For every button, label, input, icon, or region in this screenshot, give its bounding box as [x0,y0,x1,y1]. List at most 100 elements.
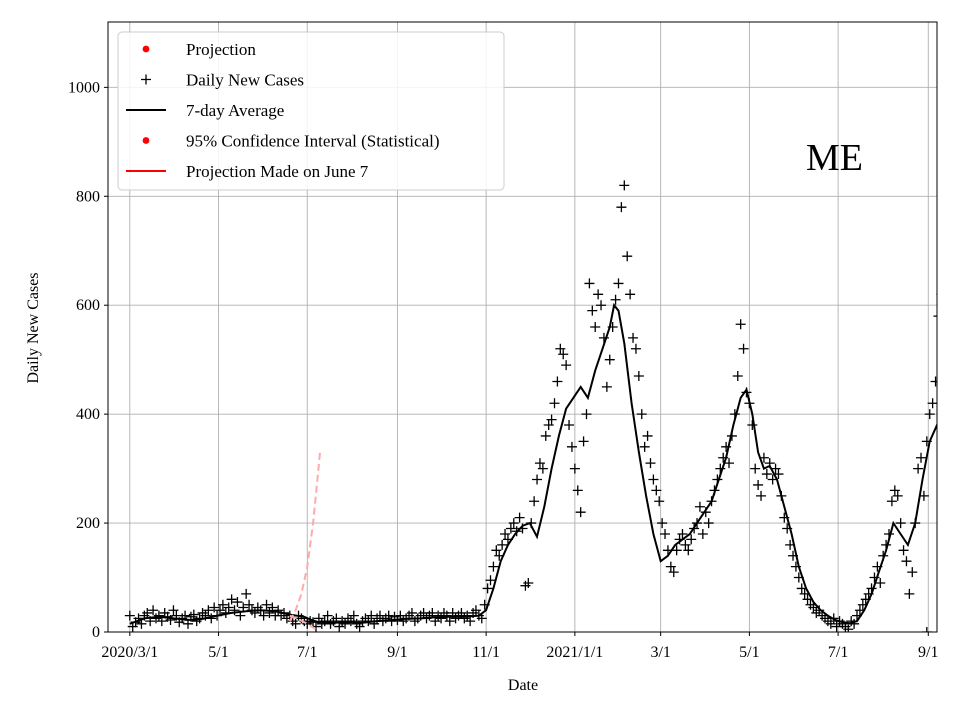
daily-case-point [735,319,746,330]
daily-case-point [165,615,176,626]
daily-case-point [654,496,665,507]
daily-case-point [738,343,749,354]
daily-case-point [555,343,566,354]
y-tick-label: 0 [92,624,100,641]
daily-case-point [546,414,557,425]
x-tick-label: 2020/3/1 [101,644,158,661]
daily-case-point [508,518,519,529]
legend-box [117,31,505,191]
daily-case-point [639,441,650,452]
y-tick-label: 800 [76,188,100,205]
daily-case-point [523,577,534,588]
daily-case-point [223,602,234,613]
daily-case-point [927,398,937,409]
plot-area [124,180,960,632]
daily-case-point [470,605,481,616]
daily-case-point [441,610,452,621]
y-tick-label: 1000 [68,79,100,96]
daily-case-point [657,518,668,529]
daily-case-point [889,485,900,496]
daily-case-point [616,202,627,213]
daily-case-point [587,305,598,316]
daily-case-point [907,567,918,578]
daily-case-point [148,605,159,616]
x-tick-label: 9/1 [387,644,407,661]
x-tick-label: 7/1 [828,644,848,661]
daily-case-point [485,575,496,586]
daily-case-point [241,588,252,599]
daily-case-point [761,469,772,480]
daily-case-point [500,528,511,539]
daily-case-point [273,605,284,616]
daily-case-point [808,602,819,613]
x-tick-label: 5/1 [208,644,228,661]
daily-case-point [264,607,275,618]
series-line [289,614,317,631]
y-axis-label: Daily New Cases [25,272,42,383]
daily-case-point [374,610,385,621]
legend-marker-dot [142,137,150,144]
daily-case-point [753,479,764,490]
state-annotation: ME [806,137,863,179]
daily-case-point [537,463,548,474]
x-tick-label: 9/1 [918,644,938,661]
x-tick-label: 3/1 [650,644,670,661]
daily-case-point [954,262,960,272]
daily-case-point [630,343,641,354]
daily-case-point [948,278,958,288]
daily-case-point [596,300,607,311]
daily-case-point [258,610,269,621]
daily-case-point [951,251,960,261]
daily-case-point [584,278,595,289]
daily-case-point [188,609,199,620]
daily-case-point [677,528,688,539]
daily-case-point [593,289,604,300]
legend-label: Projection [186,40,256,59]
daily-case-point [622,251,633,262]
daily-case-point [814,605,825,616]
daily-case-point [529,496,540,507]
daily-case-point [686,534,697,545]
y-tick-label: 200 [76,515,100,532]
daily-case-point [916,452,927,463]
daily-case-point [930,376,937,387]
daily-case-point [875,577,886,588]
daily-case-point [601,381,612,392]
y-tick-label: 600 [76,297,100,314]
daily-case-point [604,354,615,365]
daily-case-point [628,332,639,343]
daily-case-point [901,556,912,567]
daily-case-point [436,613,447,624]
daily-case-point [904,588,915,599]
daily-case-point [936,293,937,295]
y-tick-label: 400 [76,406,100,423]
daily-case-point [340,618,351,629]
daily-case-point [226,594,237,605]
daily-case-point [747,420,758,431]
daily-case-point [625,289,636,300]
daily-case-point [680,539,691,550]
x-tick-label: 7/1 [297,644,317,661]
daily-case-point [665,561,676,572]
daily-case-point [543,420,554,431]
legend-marker-dot [142,45,150,53]
daily-case-point [575,507,586,518]
daily-case-point [636,409,647,420]
x-tick-label: 2021/1/1 [546,644,603,661]
daily-case-point [732,371,743,382]
series-line [129,302,937,625]
daily-case-point [476,613,487,624]
daily-case-point [549,398,560,409]
daily-case-point [619,180,630,191]
daily-case-point [514,512,525,523]
daily-case-point [564,420,575,431]
daily-case-point [217,599,228,610]
daily-case-point [348,610,359,621]
daily-case-point [895,518,906,529]
daily-case-point [892,490,903,501]
daily-case-point [345,616,356,627]
daily-case-point [124,610,135,621]
daily-case-point [581,409,592,420]
daily-case-point [209,602,220,613]
